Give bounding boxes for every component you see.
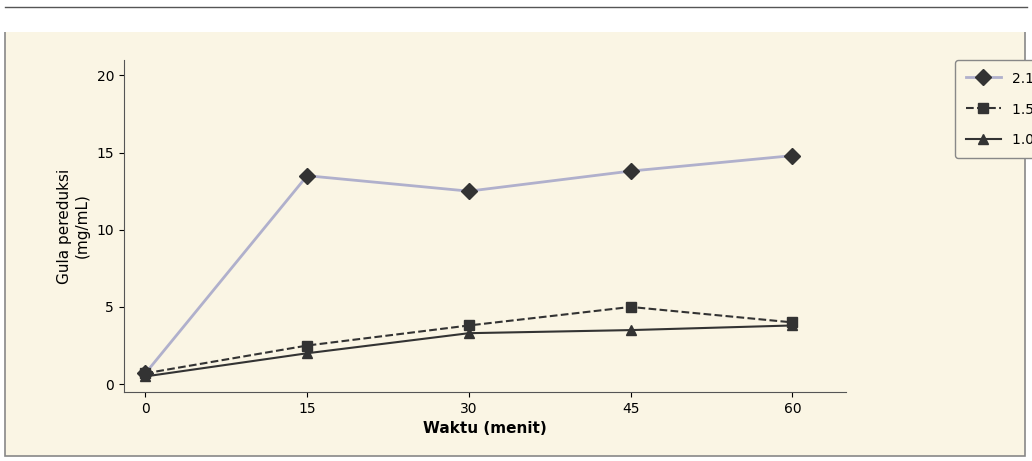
2.132 (U/mL)	[301, 173, 314, 178]
1.599 (U/mL)	[139, 371, 152, 376]
1.066 (U/mL)	[301, 350, 314, 356]
1.599 (U/mL)	[301, 343, 314, 349]
1.066 (U/mL)	[786, 323, 799, 328]
1.599 (U/mL)	[462, 323, 475, 328]
2.132 (U/mL)	[624, 168, 637, 174]
2.132 (U/mL)	[139, 371, 152, 376]
1.066 (U/mL)	[139, 374, 152, 379]
Legend: 2.132 (U/mL), 1.599 (U/mL), 1.066 (U/mL): 2.132 (U/mL), 1.599 (U/mL), 1.066 (U/mL)	[955, 60, 1032, 158]
Line: 1.066 (U/mL): 1.066 (U/mL)	[140, 320, 797, 381]
2.132 (U/mL)	[462, 189, 475, 194]
Y-axis label: Gula pereduksi
(mg/mL): Gula pereduksi (mg/mL)	[57, 168, 90, 284]
Line: 2.132 (U/mL): 2.132 (U/mL)	[140, 150, 798, 379]
X-axis label: Waktu (menit): Waktu (menit)	[423, 421, 547, 436]
Line: 1.599 (U/mL): 1.599 (U/mL)	[140, 302, 797, 378]
1.066 (U/mL)	[624, 327, 637, 333]
2.132 (U/mL)	[786, 153, 799, 159]
1.599 (U/mL)	[624, 304, 637, 310]
1.066 (U/mL)	[462, 331, 475, 336]
1.599 (U/mL)	[786, 319, 799, 325]
